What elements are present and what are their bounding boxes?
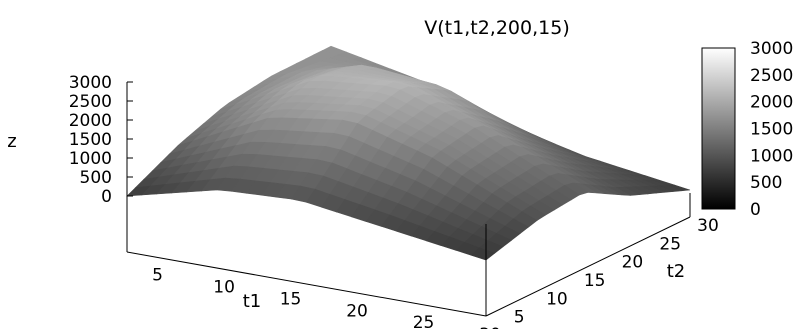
x-axis-label: t1 [243, 291, 262, 312]
y-tick-labels: 5 10 15 20 25 30 [514, 216, 719, 328]
x-tick-label: 20 [346, 301, 368, 321]
z-tick-label: 0 [101, 187, 112, 207]
colorbar-tick-label: 2000 [750, 93, 793, 113]
surface-facet [470, 247, 496, 261]
z-tick-label: 1500 [69, 130, 112, 150]
y-tick-label: 5 [514, 308, 525, 328]
x-tick-label: 5 [152, 266, 163, 286]
y-axis-label: t2 [667, 261, 686, 282]
colorbar-tick-label: 500 [750, 173, 782, 193]
x-tick-label: 10 [213, 278, 235, 298]
x-tick-label: 15 [280, 289, 302, 309]
z-tick-label: 500 [80, 168, 112, 188]
y-tick-label: 20 [622, 253, 644, 273]
x-tick-label: 25 [413, 313, 435, 329]
colorbar-tick-label: 3000 [750, 39, 793, 59]
axes-box [126, 82, 691, 317]
z-tick-label: 3000 [69, 73, 112, 93]
colorbar-tick-labels: 0 500 1000 1500 2000 2500 3000 [750, 39, 793, 220]
z-tick-label: 2000 [69, 111, 112, 131]
x-tick-label: 30 [479, 325, 501, 329]
colorbar-tick-label: 0 [750, 200, 761, 220]
surface-mesh [126, 45, 691, 261]
colorbar-tick-label: 1000 [750, 146, 793, 166]
x-tick-labels: 5 10 15 20 25 30 [152, 266, 501, 329]
colorbar-tick-label: 2500 [750, 66, 793, 86]
chart-title: V(t1,t2,200,15) [424, 17, 569, 39]
z-tick-label: 2500 [69, 92, 112, 112]
y-tick-label: 30 [697, 216, 719, 236]
z-axis-label: z [7, 131, 16, 152]
y-tick-label: 15 [584, 271, 606, 291]
z-tick-label: 1000 [69, 149, 112, 169]
y-tick-label: 10 [546, 289, 568, 309]
y-tick-label: 25 [659, 234, 681, 254]
colorbar [701, 47, 736, 210]
colorbar-tick-label: 1500 [750, 120, 793, 140]
